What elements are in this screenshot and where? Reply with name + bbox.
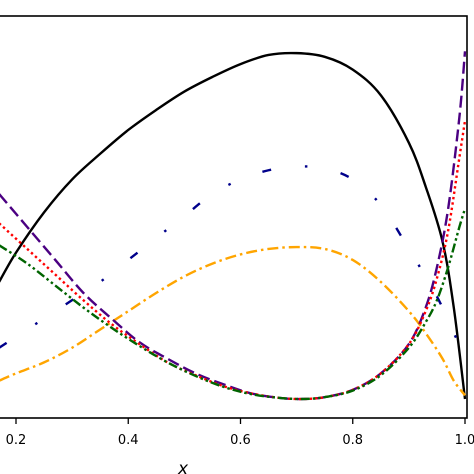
x-tick-label: 0.2: [6, 433, 27, 448]
series-solid-black: [0, 51, 467, 400]
series-dotted-red: [0, 120, 467, 401]
x-tick-label: 0.4: [118, 433, 139, 448]
x-tick-label: 1.0: [455, 433, 474, 448]
series-dashed-purple: [0, 51, 467, 401]
x-tick-label: 0.6: [230, 433, 251, 448]
x-axis-label: x: [177, 459, 189, 474]
x-axis-ticks: 0.2 0.4 0.6 0.8 1.0: [6, 418, 474, 448]
series-dashdotdot-green: [0, 208, 467, 401]
series-dashdot-orange: [0, 245, 466, 397]
series-layer: [0, 51, 467, 401]
plot-frame: [0, 15, 468, 419]
x-tick-label: 0.8: [342, 433, 363, 448]
series-dashdot-navy: [0, 165, 467, 356]
